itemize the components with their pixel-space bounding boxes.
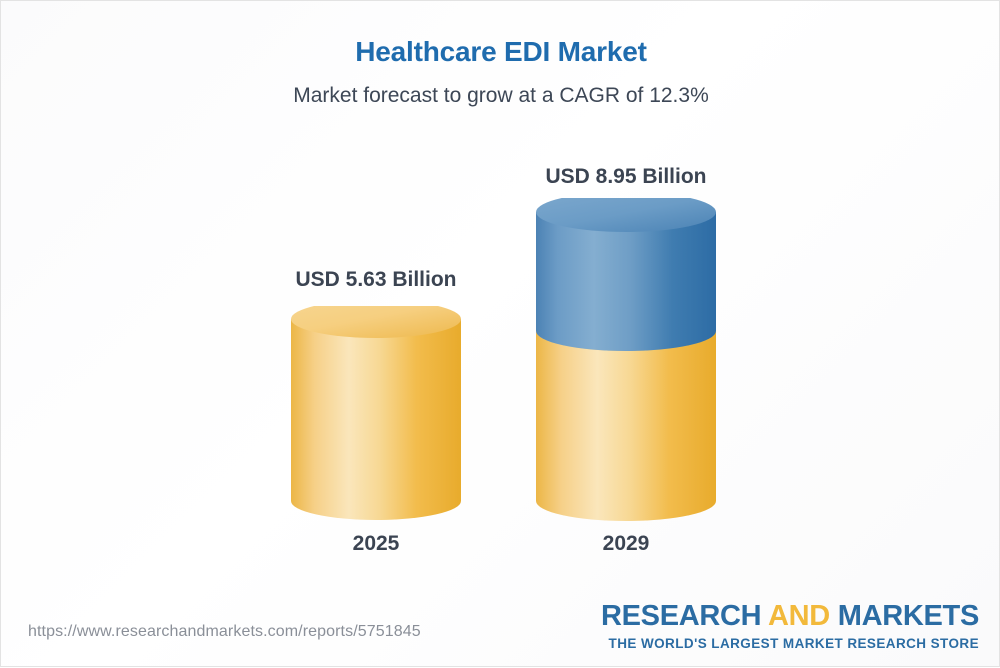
value-label-2029: USD 8.95 Billion [545, 165, 707, 188]
chart-subtitle: Market forecast to grow at a CAGR of 12.… [293, 84, 709, 107]
bar-cylinder-2029 [532, 198, 724, 526]
logo-word-and: AND [768, 600, 830, 632]
research-and-markets-logo[interactable]: RESEARCH AND MARKETS THE WORLD'S LARGEST… [601, 602, 979, 651]
logo-word-markets: MARKETS [829, 600, 980, 632]
value-label-2025: USD 5.63 Billion [295, 268, 457, 291]
report-url[interactable]: https://www.researchandmarkets.com/repor… [28, 623, 421, 640]
header: Healthcare EDI Market Market forecast to… [1, 34, 1000, 110]
logo-wordmark: RESEARCH AND MARKETS [601, 602, 979, 631]
page-title: Healthcare EDI Market [355, 36, 647, 67]
logo-word-research: RESEARCH [600, 600, 769, 632]
bar-cylinder-2025 [287, 306, 467, 526]
bar-cylinder-2025-svg [291, 306, 461, 520]
category-label-2025: 2025 [352, 532, 400, 555]
category-label-2029: 2029 [602, 532, 650, 555]
bar-cylinder-2029-svg [536, 198, 716, 521]
logo-tagline: THE WORLD'S LARGEST MARKET RESEARCH STOR… [608, 636, 979, 651]
